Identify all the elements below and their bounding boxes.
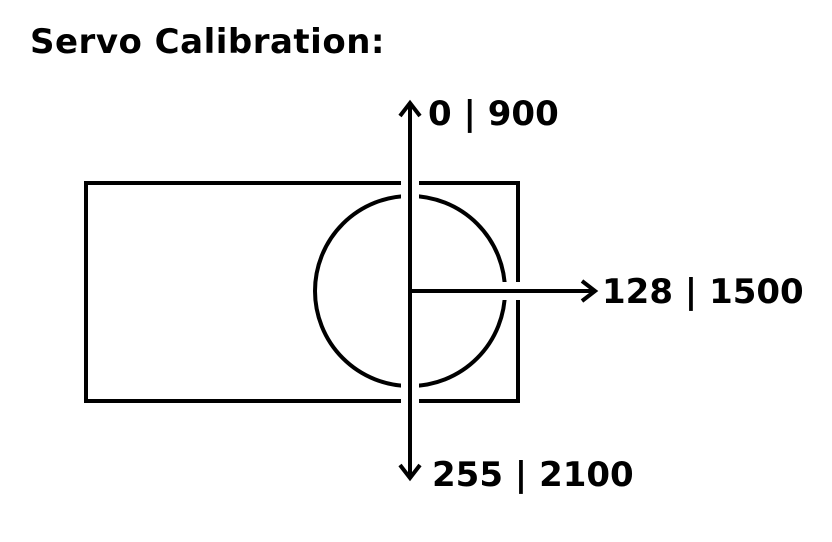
diagram-title: Servo Calibration:	[30, 22, 385, 62]
arrow-right-icon	[580, 279, 599, 303]
label-top: 0 | 900	[428, 94, 559, 134]
label-right: 128 | 1500	[602, 272, 804, 312]
label-bottom: 255 | 2100	[432, 455, 634, 495]
arrow-up-icon	[398, 99, 422, 118]
arrow-down-icon	[398, 463, 422, 482]
